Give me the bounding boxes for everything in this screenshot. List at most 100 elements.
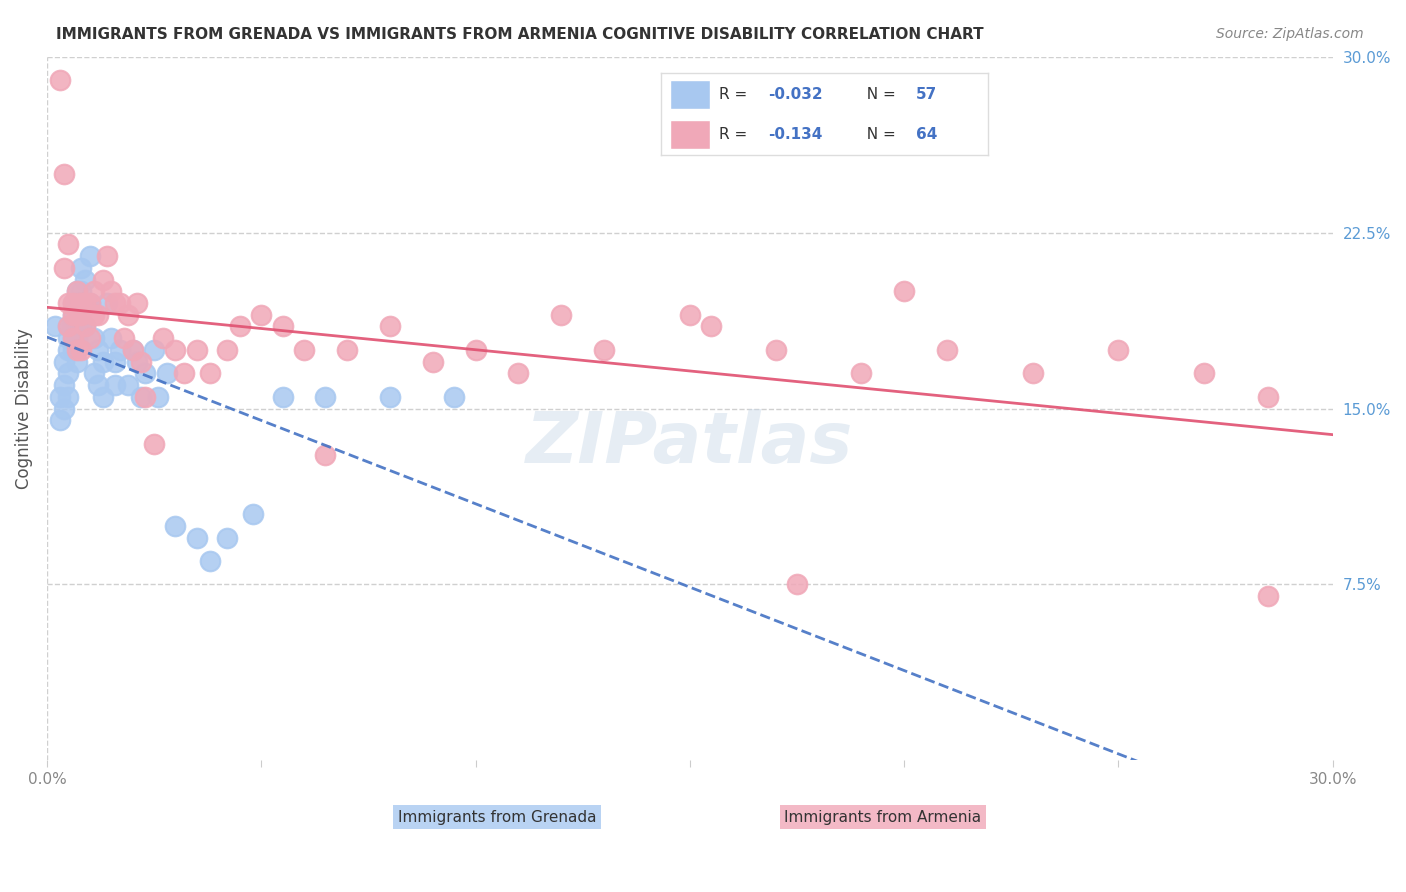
Point: [292, 343, 315, 357]
Point: [62, 308, 84, 322]
FancyBboxPatch shape: [671, 120, 710, 149]
Point: [79, 296, 101, 310]
Point: [1022, 367, 1045, 381]
Point: [129, 390, 152, 404]
Text: N =: N =: [856, 127, 900, 142]
Text: ZIPatlas: ZIPatlas: [526, 409, 853, 478]
Point: [66, 343, 89, 357]
Point: [75, 272, 97, 286]
Point: [152, 331, 174, 345]
Point: [83, 331, 105, 345]
Point: [83, 308, 105, 322]
Point: [66, 285, 89, 299]
Point: [186, 531, 208, 545]
Point: [508, 367, 530, 381]
Point: [250, 308, 273, 322]
Point: [44, 319, 66, 334]
Point: [186, 343, 208, 357]
Point: [58, 367, 80, 381]
Point: [66, 296, 89, 310]
Point: [936, 343, 959, 357]
Point: [117, 378, 139, 392]
Point: [48, 73, 70, 87]
Point: [100, 331, 122, 345]
Point: [143, 343, 166, 357]
Point: [215, 531, 238, 545]
Point: [129, 354, 152, 368]
Text: 57: 57: [915, 87, 936, 102]
Point: [125, 354, 148, 368]
Point: [62, 308, 84, 322]
Point: [125, 296, 148, 310]
Point: [79, 331, 101, 345]
Point: [173, 367, 195, 381]
Point: [70, 319, 93, 334]
Point: [62, 331, 84, 345]
Point: [62, 296, 84, 310]
Point: [851, 367, 873, 381]
Point: [83, 285, 105, 299]
Point: [96, 296, 118, 310]
Point: [443, 390, 465, 404]
Point: [1257, 589, 1279, 603]
Y-axis label: Cognitive Disability: Cognitive Disability: [15, 328, 32, 489]
Point: [1107, 343, 1129, 357]
Point: [70, 285, 93, 299]
Point: [104, 378, 127, 392]
Point: [53, 378, 76, 392]
Point: [271, 390, 294, 404]
Text: IMMIGRANTS FROM GRENADA VS IMMIGRANTS FROM ARMENIA COGNITIVE DISABILITY CORRELAT: IMMIGRANTS FROM GRENADA VS IMMIGRANTS FR…: [56, 27, 984, 42]
Point: [53, 401, 76, 416]
Point: [91, 272, 114, 286]
Point: [165, 343, 187, 357]
Text: Immigrants from Armenia: Immigrants from Armenia: [785, 810, 981, 825]
Point: [464, 343, 486, 357]
Point: [70, 343, 93, 357]
Point: [53, 354, 76, 368]
Point: [104, 354, 127, 368]
Point: [315, 390, 337, 404]
Point: [70, 260, 93, 275]
Point: [315, 449, 337, 463]
Point: [117, 308, 139, 322]
Point: [53, 167, 76, 181]
Point: [75, 319, 97, 334]
Point: [378, 319, 401, 334]
Point: [48, 390, 70, 404]
Point: [242, 507, 264, 521]
Point: [134, 390, 156, 404]
Point: [62, 343, 84, 357]
Point: [58, 331, 80, 345]
Point: [336, 343, 359, 357]
Text: 64: 64: [915, 127, 936, 142]
Point: [378, 390, 401, 404]
Point: [422, 354, 444, 368]
Point: [58, 237, 80, 252]
Point: [87, 308, 110, 322]
Text: Immigrants from Grenada: Immigrants from Grenada: [398, 810, 596, 825]
Point: [229, 319, 252, 334]
Point: [70, 308, 93, 322]
Point: [1257, 390, 1279, 404]
Point: [58, 296, 80, 310]
Point: [112, 331, 135, 345]
Point: [108, 343, 131, 357]
Point: [66, 308, 89, 322]
Point: [66, 319, 89, 334]
Point: [58, 319, 80, 334]
Point: [53, 260, 76, 275]
Point: [58, 319, 80, 334]
Point: [62, 319, 84, 334]
Point: [104, 296, 127, 310]
Point: [66, 331, 89, 345]
Point: [198, 554, 221, 568]
Point: [70, 296, 93, 310]
Point: [198, 367, 221, 381]
Point: [679, 308, 702, 322]
Point: [48, 413, 70, 427]
Point: [893, 285, 915, 299]
Point: [62, 331, 84, 345]
Point: [75, 296, 97, 310]
Point: [100, 285, 122, 299]
FancyBboxPatch shape: [671, 80, 710, 109]
